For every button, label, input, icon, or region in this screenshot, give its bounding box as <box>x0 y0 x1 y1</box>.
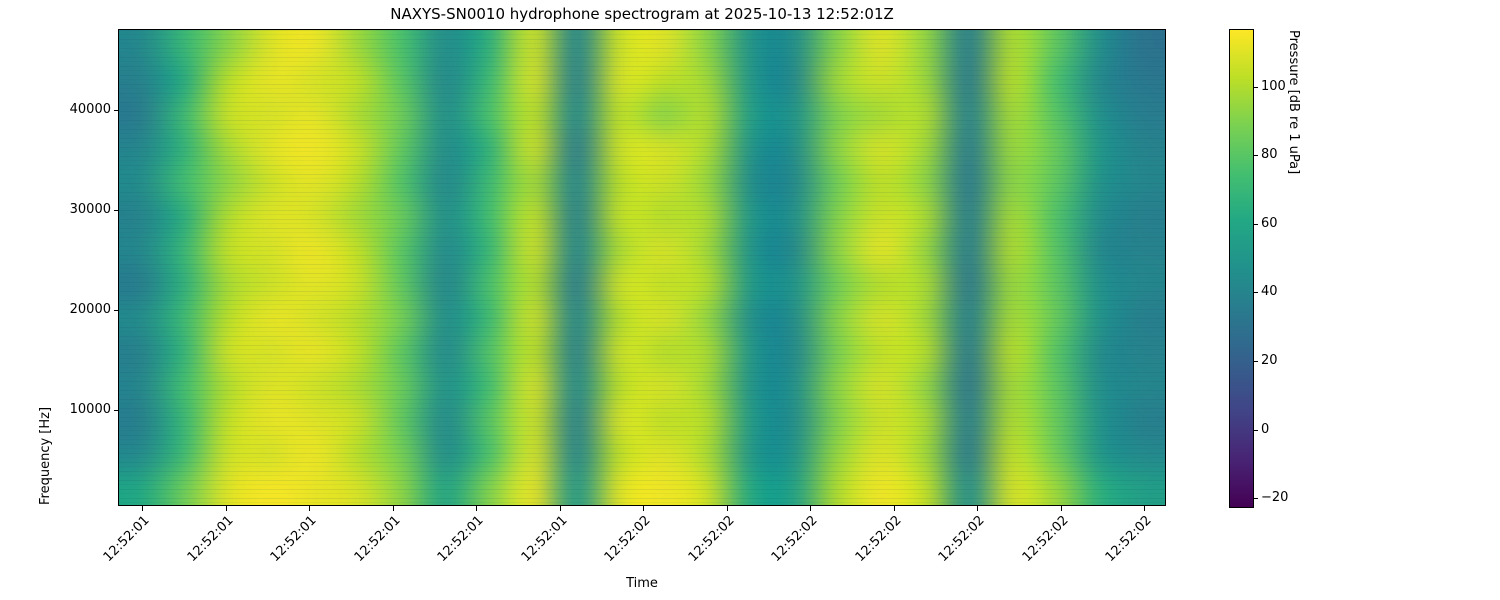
y-axis-tick <box>114 110 119 111</box>
x-axis-tick <box>894 506 895 511</box>
colorbar-tick <box>1254 87 1258 88</box>
x-axis-tick <box>810 506 811 511</box>
colorbar-tick-label: −20 <box>1261 490 1289 505</box>
chart-title: NAXYS-SN0010 hydrophone spectrogram at 2… <box>390 5 894 23</box>
x-axis-tick <box>977 506 978 511</box>
y-axis-tick-label: 40000 <box>69 102 111 117</box>
colorbar-tick <box>1254 224 1258 225</box>
x-axis-tick <box>643 506 644 511</box>
colorbar-tick <box>1254 430 1258 431</box>
colorbar-label: Pressure [dB re 1 uPa] <box>1286 30 1301 175</box>
colorbar-tick-label: 0 <box>1261 422 1270 437</box>
x-axis-tick <box>560 506 561 511</box>
y-axis-tick <box>114 310 119 311</box>
x-axis-tick <box>476 506 477 511</box>
y-axis-tick <box>114 410 119 411</box>
y-axis-tick-label: 10000 <box>69 402 111 417</box>
colorbar-tick <box>1254 155 1258 156</box>
colorbar-tick <box>1254 498 1258 499</box>
x-axis-tick <box>393 506 394 511</box>
colorbar-gradient <box>1230 30 1253 507</box>
x-axis-tick <box>727 506 728 511</box>
y-axis-tick <box>114 210 119 211</box>
colorbar-tick-label: 60 <box>1261 216 1278 231</box>
y-axis-tick-label: 20000 <box>69 302 111 317</box>
colorbar-tick-label: 20 <box>1261 353 1278 368</box>
colorbar-tick <box>1254 361 1258 362</box>
colorbar-tick-label: 100 <box>1261 79 1286 94</box>
x-axis-tick <box>309 506 310 511</box>
x-axis-tick <box>1144 506 1145 511</box>
x-axis-label: Time <box>626 576 658 591</box>
colorbar-tick <box>1254 292 1258 293</box>
x-axis-tick <box>1061 506 1062 511</box>
x-axis-tick <box>142 506 143 511</box>
colorbar-tick-label: 40 <box>1261 284 1278 299</box>
x-axis-tick <box>226 506 227 511</box>
y-axis-tick-label: 30000 <box>69 202 111 217</box>
plot-area <box>118 29 1166 506</box>
colorbar <box>1229 29 1254 508</box>
spectrogram-canvas <box>119 30 1165 505</box>
colorbar-tick-label: 80 <box>1261 147 1278 162</box>
